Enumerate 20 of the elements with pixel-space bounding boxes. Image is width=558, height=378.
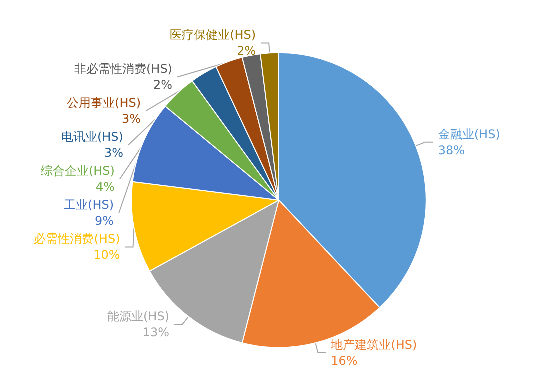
slice-label: 公用事业(HS) bbox=[67, 96, 142, 110]
slice-label: 地产建筑业(HS) bbox=[330, 338, 418, 352]
slice-label: 医疗保健业(HS) bbox=[170, 28, 256, 42]
slice-label: 必需性消费(HS) bbox=[34, 232, 120, 246]
slice-label: 工业(HS) bbox=[64, 198, 114, 212]
data-label: 2% bbox=[237, 44, 256, 58]
slice-label: 综合企业(HS) bbox=[40, 164, 115, 178]
data-label: 38% bbox=[438, 143, 466, 158]
slice-label: 能源业(HS) bbox=[108, 310, 170, 324]
slice-label: 电讯业(HS) bbox=[61, 130, 124, 144]
data-label: 3% bbox=[104, 146, 124, 160]
data-label: 16% bbox=[331, 354, 358, 368]
slice-label: 金融业(HS) bbox=[438, 127, 500, 142]
data-label: 10% bbox=[94, 248, 120, 262]
data-label: 4% bbox=[96, 180, 115, 194]
data-label: 9% bbox=[95, 214, 114, 228]
slice-label: 非必需性消费(HS) bbox=[74, 62, 173, 76]
data-label: 3% bbox=[122, 112, 142, 126]
data-label: 13% bbox=[142, 326, 170, 340]
data-label: 2% bbox=[153, 78, 173, 92]
